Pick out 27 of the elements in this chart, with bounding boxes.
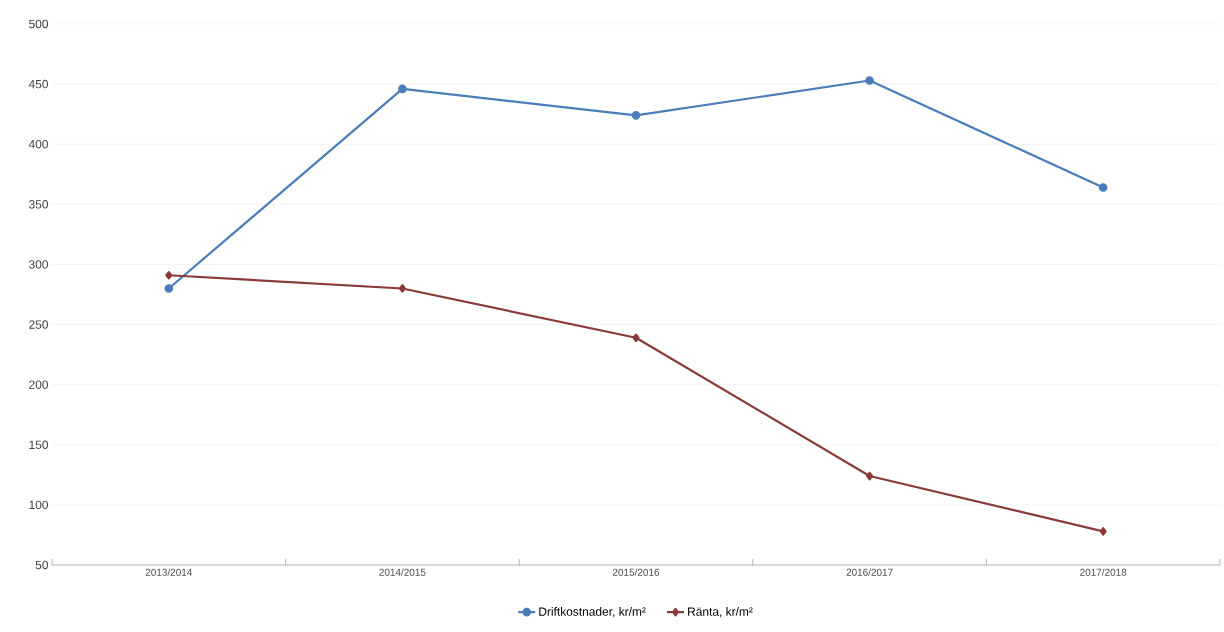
point — [398, 84, 407, 94]
point — [164, 284, 174, 293]
point — [1098, 183, 1108, 192]
y-tick-label: 250 — [29, 320, 49, 329]
x-tick-label: 2017/2018 — [1080, 568, 1127, 576]
y-tick-label: 400 — [28, 139, 49, 149]
point — [631, 111, 641, 120]
point — [398, 284, 406, 293]
x-tick-label: 2015/2016 — [612, 568, 660, 576]
y-tick-label: 150 — [29, 440, 49, 449]
legend-label: Ränta, kr/m² — [688, 607, 753, 618]
x-tick-label: 2016/2017 — [846, 568, 893, 576]
y-tick-label: 300 — [29, 260, 49, 269]
point — [165, 270, 173, 280]
x-tick-label: 2013/2014 — [145, 568, 193, 576]
y-tick-label: 50 — [35, 560, 49, 570]
y-tick-label: 450 — [28, 79, 49, 89]
point — [632, 333, 640, 343]
y-tick-label: 100 — [29, 500, 49, 510]
y-tick-label: 350 — [29, 200, 49, 209]
point — [1099, 527, 1107, 536]
point — [865, 76, 874, 85]
legend-label: Driftkostnader, kr/m² — [539, 607, 646, 618]
y-tick-label: 200 — [29, 380, 49, 389]
point — [866, 471, 874, 481]
y-tick-label: 500 — [29, 19, 49, 29]
x-tick-label: 2014/2015 — [379, 568, 426, 576]
